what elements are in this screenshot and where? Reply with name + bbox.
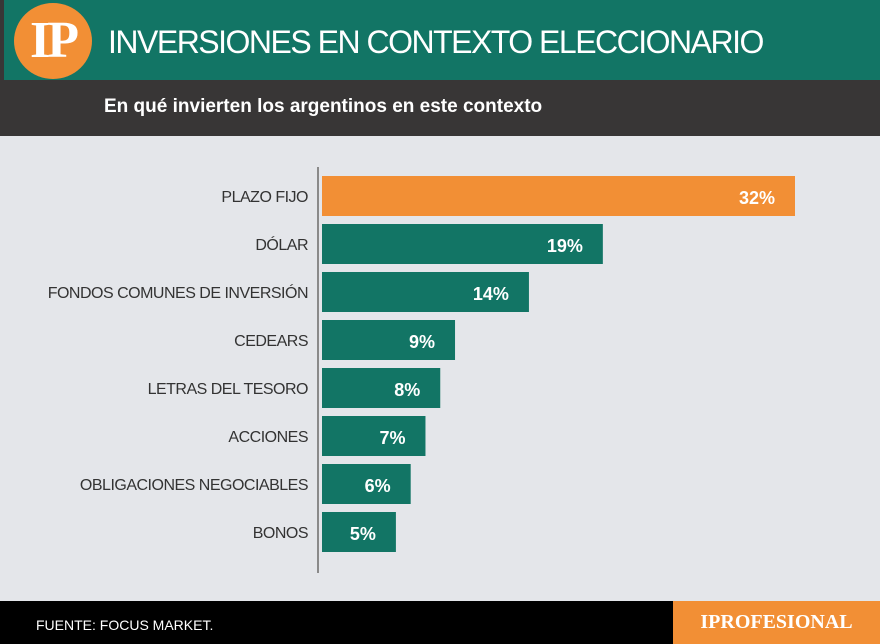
value-label: 19% <box>547 236 583 256</box>
subtitle: En qué invierten los argentinos en este … <box>104 96 543 117</box>
category-label: OBLIGACIONES NEGOCIABLES <box>80 477 308 494</box>
category-label: PLAZO FIJO <box>221 189 308 206</box>
bar <box>322 416 426 456</box>
bar <box>322 512 396 552</box>
value-label: 5% <box>350 524 376 544</box>
bar <box>322 272 529 312</box>
brand-logo: IPROFESIONAL <box>673 601 880 644</box>
value-label: 8% <box>394 380 420 400</box>
bar <box>322 176 795 216</box>
bar <box>322 224 603 264</box>
category-label: BONOS <box>253 525 308 542</box>
value-label: 9% <box>409 332 435 352</box>
source-note: FUENTE: FOCUS MARKET. <box>36 617 214 633</box>
category-label: DÓLAR <box>255 235 308 254</box>
bar <box>322 464 411 504</box>
bar <box>322 320 456 360</box>
value-label: 7% <box>379 428 405 448</box>
category-label: FONDOS COMUNES DE INVERSIÓN <box>48 283 308 302</box>
bar <box>322 368 441 408</box>
header: IP INVERSIONES EN CONTEXTO ELECCIONARIO <box>0 0 880 80</box>
category-label: ACCIONES <box>228 429 308 446</box>
category-label: LETRAS DEL TESORO <box>148 381 308 398</box>
value-label: 32% <box>739 188 775 208</box>
bar-chart: PLAZO FIJO 32% DÓLAR 19% FONDOS COMUNES DE I… <box>48 167 795 573</box>
value-label: 6% <box>365 476 391 496</box>
category-label: CEDEARS <box>234 333 308 350</box>
page-title: INVERSIONES EN CONTEXTO ELECCIONARIO <box>108 24 764 60</box>
footer: FUENTE: FOCUS MARKET. IPROFESIONAL <box>0 601 880 644</box>
subtitle-band: En qué invierten los argentinos en este … <box>0 80 880 136</box>
ip-logo: IP <box>14 3 92 79</box>
value-label: 14% <box>473 284 509 304</box>
